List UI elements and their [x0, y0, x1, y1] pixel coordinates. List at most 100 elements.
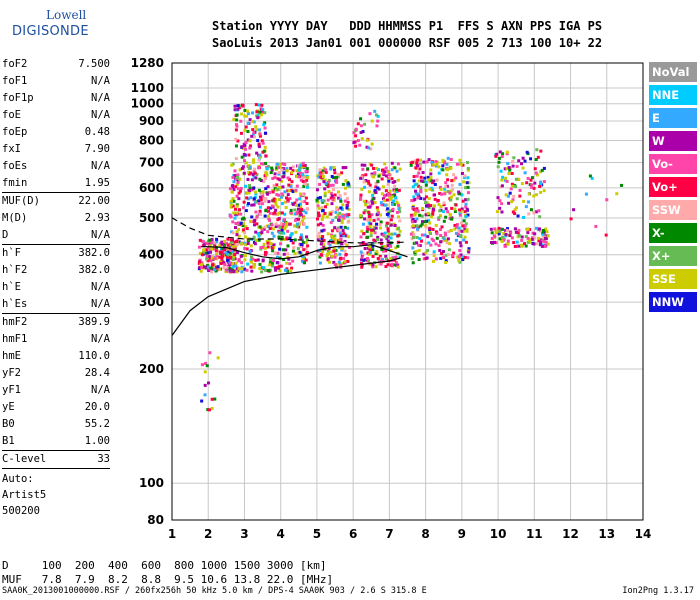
echo-point — [366, 205, 370, 209]
echo-point — [340, 246, 344, 250]
echo-point — [281, 185, 285, 189]
echo-point — [258, 232, 262, 236]
echo-point — [257, 238, 261, 242]
echo-point — [420, 206, 424, 210]
echo-point — [231, 265, 235, 269]
echo-point — [267, 238, 271, 242]
echo-point — [234, 177, 238, 181]
echo-point — [306, 244, 310, 248]
echo-point — [278, 225, 282, 229]
param-name: fmin — [2, 177, 28, 189]
echo-point — [446, 210, 450, 214]
echo-point — [419, 188, 423, 192]
echo-point — [217, 267, 221, 271]
echo-point — [537, 239, 541, 243]
echo-point — [346, 235, 350, 239]
echo-point — [415, 161, 419, 165]
echo-point — [285, 169, 289, 173]
echo-point — [539, 180, 543, 184]
echo-point — [393, 180, 397, 184]
echo-point — [243, 246, 247, 250]
echo-point — [533, 236, 537, 240]
echo-point — [448, 213, 452, 217]
echo-point — [242, 152, 246, 156]
echo-point — [537, 236, 541, 240]
echo-point — [415, 241, 419, 245]
echo-point — [495, 152, 499, 156]
echo-point — [386, 183, 390, 187]
echo-point — [302, 248, 306, 252]
echo-point — [208, 244, 212, 248]
echo-point — [249, 171, 253, 175]
echo-point — [226, 251, 230, 255]
echo-point — [354, 134, 358, 138]
echo-point — [270, 231, 274, 235]
echo-point — [251, 173, 255, 177]
x-tick-label: 5 — [313, 527, 321, 541]
echo-point — [453, 223, 457, 227]
echo-point — [462, 219, 466, 223]
echo-point — [337, 196, 341, 200]
echo-point — [216, 265, 220, 269]
echo-point — [253, 171, 257, 175]
echo-point — [334, 175, 338, 179]
echo-point — [265, 167, 269, 171]
echo-point — [395, 190, 399, 194]
echo-point — [454, 203, 458, 207]
echo-point — [427, 197, 431, 201]
echo-point — [465, 229, 469, 233]
echo-point — [371, 242, 375, 246]
echo-point — [316, 211, 320, 215]
echo-point — [304, 196, 308, 200]
echo-point — [380, 177, 384, 181]
y-tick-label: 1000 — [131, 97, 164, 111]
echo-point — [461, 229, 465, 233]
param-value: N/A — [91, 92, 110, 104]
echo-point — [246, 138, 250, 142]
echo-point — [394, 196, 398, 200]
echo-point — [276, 251, 280, 255]
echo-point — [206, 259, 210, 263]
param-name: h`Es — [2, 298, 28, 310]
echo-point — [396, 215, 400, 219]
echo-point — [517, 228, 521, 232]
echo-point — [280, 226, 284, 230]
echo-point — [467, 250, 471, 254]
echo-point — [511, 198, 515, 202]
echo-point — [442, 203, 446, 207]
echo-point — [590, 176, 594, 180]
echo-point — [332, 260, 336, 264]
echo-point — [329, 167, 333, 171]
echo-point — [371, 265, 375, 269]
echo-point — [444, 259, 448, 263]
echo-point — [431, 210, 435, 214]
echo-point — [243, 258, 247, 262]
param-row: foF1 N/A — [2, 73, 110, 90]
echo-point — [463, 174, 467, 178]
polarization-legend: NoVal NNE E W Vo- Vo+ SSW X- X+ SSE NNW — [649, 62, 697, 315]
echo-point — [258, 209, 262, 213]
echo-point — [385, 212, 389, 216]
echo-point — [234, 222, 238, 226]
echo-point — [281, 162, 285, 166]
echo-point — [275, 183, 279, 187]
echo-point — [493, 235, 497, 239]
param-row: hmE 110.0 — [2, 348, 110, 365]
param-separator — [2, 450, 110, 451]
echo-point — [319, 175, 323, 179]
echo-point — [254, 176, 258, 180]
echo-point — [505, 228, 509, 232]
echo-point — [302, 184, 306, 188]
echo-point — [331, 183, 335, 187]
echo-point — [256, 139, 260, 143]
echo-point — [461, 163, 465, 167]
echo-point — [505, 179, 509, 183]
x-tick-label: 3 — [240, 527, 248, 541]
echo-point — [382, 194, 386, 198]
echo-point — [231, 220, 235, 224]
echo-point — [359, 196, 363, 200]
echo-point — [210, 406, 214, 410]
echo-point — [420, 233, 424, 237]
echo-point — [344, 234, 348, 238]
echo-point — [264, 209, 268, 213]
